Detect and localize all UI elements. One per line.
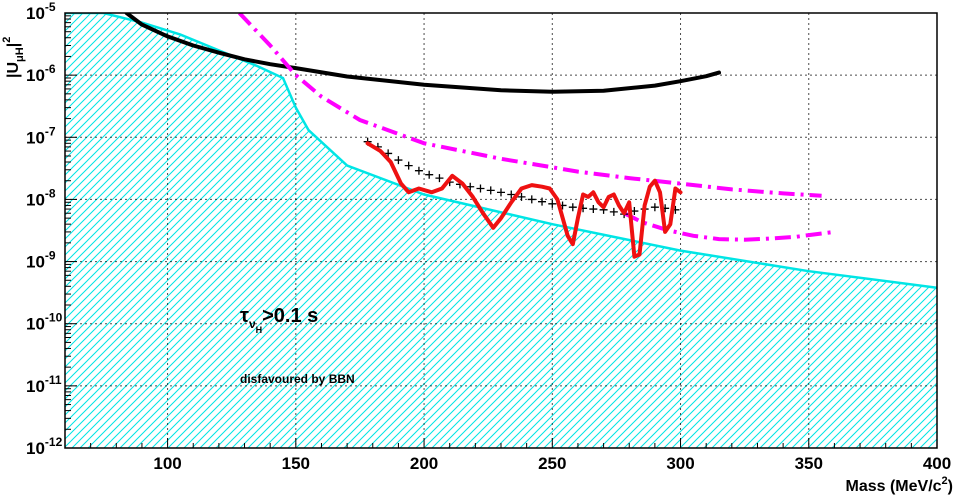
series-point bbox=[517, 192, 526, 201]
bbn-hatched-region bbox=[65, 13, 937, 448]
y-tick-label: 10-8 bbox=[26, 186, 56, 209]
grid bbox=[65, 13, 937, 448]
y-tick-label: 10-5 bbox=[26, 0, 56, 23]
series-point bbox=[404, 161, 413, 170]
series-line-5 bbox=[365, 141, 683, 259]
bbn-excluded-area bbox=[65, 13, 937, 448]
x-tick-label: 100 bbox=[153, 454, 181, 473]
series-point bbox=[538, 197, 547, 206]
y-tick-label: 10-12 bbox=[26, 435, 63, 458]
series-point bbox=[507, 190, 516, 199]
series-point bbox=[394, 156, 403, 165]
series-line-bbn-bound bbox=[65, 13, 937, 289]
y-axis-title: |UμH|2 bbox=[1, 37, 26, 78]
series-point bbox=[486, 186, 495, 195]
series-line-dashdot-3 bbox=[623, 211, 835, 242]
x-axis-title: Mass (MeV/c2) bbox=[846, 475, 954, 495]
series-point bbox=[425, 170, 434, 179]
axis-labels: 100 150 200 250 300 350 400 10-12 10-11 10-10 10-9… bbox=[26, 0, 951, 473]
series-group bbox=[65, 13, 937, 289]
y-tick-label: 10-7 bbox=[26, 124, 56, 147]
y-tick-label: 10-6 bbox=[26, 62, 56, 85]
series-point bbox=[527, 195, 536, 204]
x-tick-label: 150 bbox=[282, 454, 310, 473]
annotation-tau: τνH>0.1 s bbox=[240, 305, 318, 335]
x-tick-label: 200 bbox=[410, 454, 438, 473]
series-line-1 bbox=[124, 13, 721, 94]
y-tick-label: 10-10 bbox=[26, 311, 63, 334]
series-point bbox=[476, 184, 485, 193]
axis-ticks bbox=[65, 12, 938, 449]
x-tick-label: 250 bbox=[538, 454, 566, 473]
x-tick-label: 350 bbox=[795, 454, 823, 473]
series-point bbox=[650, 203, 659, 212]
x-tick-label: 400 bbox=[923, 454, 951, 473]
y-tick-label: 10-11 bbox=[26, 373, 62, 396]
series-point bbox=[384, 149, 393, 158]
series-point bbox=[435, 174, 444, 183]
series-point bbox=[609, 207, 618, 216]
series-point bbox=[548, 199, 557, 208]
series-point bbox=[568, 203, 577, 212]
y-tick-label: 10-9 bbox=[26, 249, 56, 272]
annotation-tau-group: τνH>0.1 s bbox=[240, 305, 318, 335]
x-tick-label: 300 bbox=[666, 454, 694, 473]
series-point bbox=[414, 166, 423, 175]
series-point bbox=[466, 182, 475, 191]
series-point bbox=[589, 205, 598, 214]
annotation-bbn: disfavoured by BBN bbox=[240, 372, 355, 386]
series-line-dashdot-2 bbox=[237, 13, 822, 198]
series-point bbox=[497, 188, 505, 197]
